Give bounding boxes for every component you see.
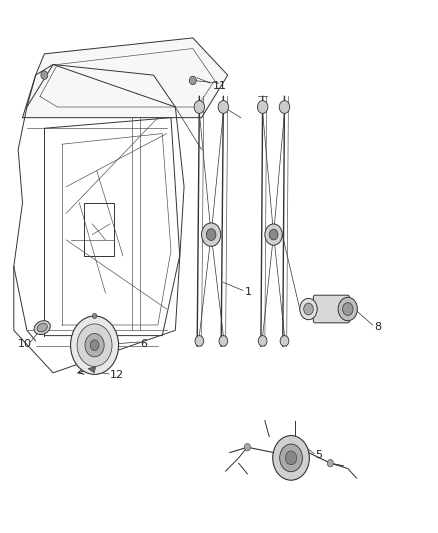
Circle shape xyxy=(258,336,267,346)
Text: 6: 6 xyxy=(141,338,148,349)
Text: 11: 11 xyxy=(212,81,226,91)
Circle shape xyxy=(219,336,228,346)
Circle shape xyxy=(218,101,229,114)
Circle shape xyxy=(279,101,290,114)
Ellipse shape xyxy=(34,321,50,335)
Circle shape xyxy=(71,316,119,374)
Circle shape xyxy=(265,224,283,245)
Text: 10: 10 xyxy=(18,338,32,349)
Circle shape xyxy=(189,76,196,85)
Polygon shape xyxy=(88,367,96,373)
Circle shape xyxy=(92,313,97,319)
Circle shape xyxy=(85,334,104,357)
Circle shape xyxy=(194,101,205,114)
Circle shape xyxy=(90,340,99,351)
Circle shape xyxy=(269,229,278,240)
FancyBboxPatch shape xyxy=(313,295,350,323)
Circle shape xyxy=(300,298,317,320)
Circle shape xyxy=(41,71,48,79)
Circle shape xyxy=(77,324,112,367)
Circle shape xyxy=(343,303,353,316)
Text: 1: 1 xyxy=(245,287,252,297)
Circle shape xyxy=(280,444,302,472)
Circle shape xyxy=(338,297,357,321)
Text: 5: 5 xyxy=(315,450,322,460)
Text: 8: 8 xyxy=(374,321,381,332)
Circle shape xyxy=(201,223,221,246)
Circle shape xyxy=(195,336,204,346)
Text: 9: 9 xyxy=(346,312,353,322)
Circle shape xyxy=(286,451,297,465)
Circle shape xyxy=(327,459,333,467)
Text: 12: 12 xyxy=(110,370,124,381)
Circle shape xyxy=(273,435,309,480)
Circle shape xyxy=(206,229,216,240)
Circle shape xyxy=(280,336,289,346)
Circle shape xyxy=(244,443,251,451)
Polygon shape xyxy=(22,38,228,118)
Circle shape xyxy=(258,101,268,114)
Circle shape xyxy=(304,303,313,315)
Ellipse shape xyxy=(37,324,47,332)
